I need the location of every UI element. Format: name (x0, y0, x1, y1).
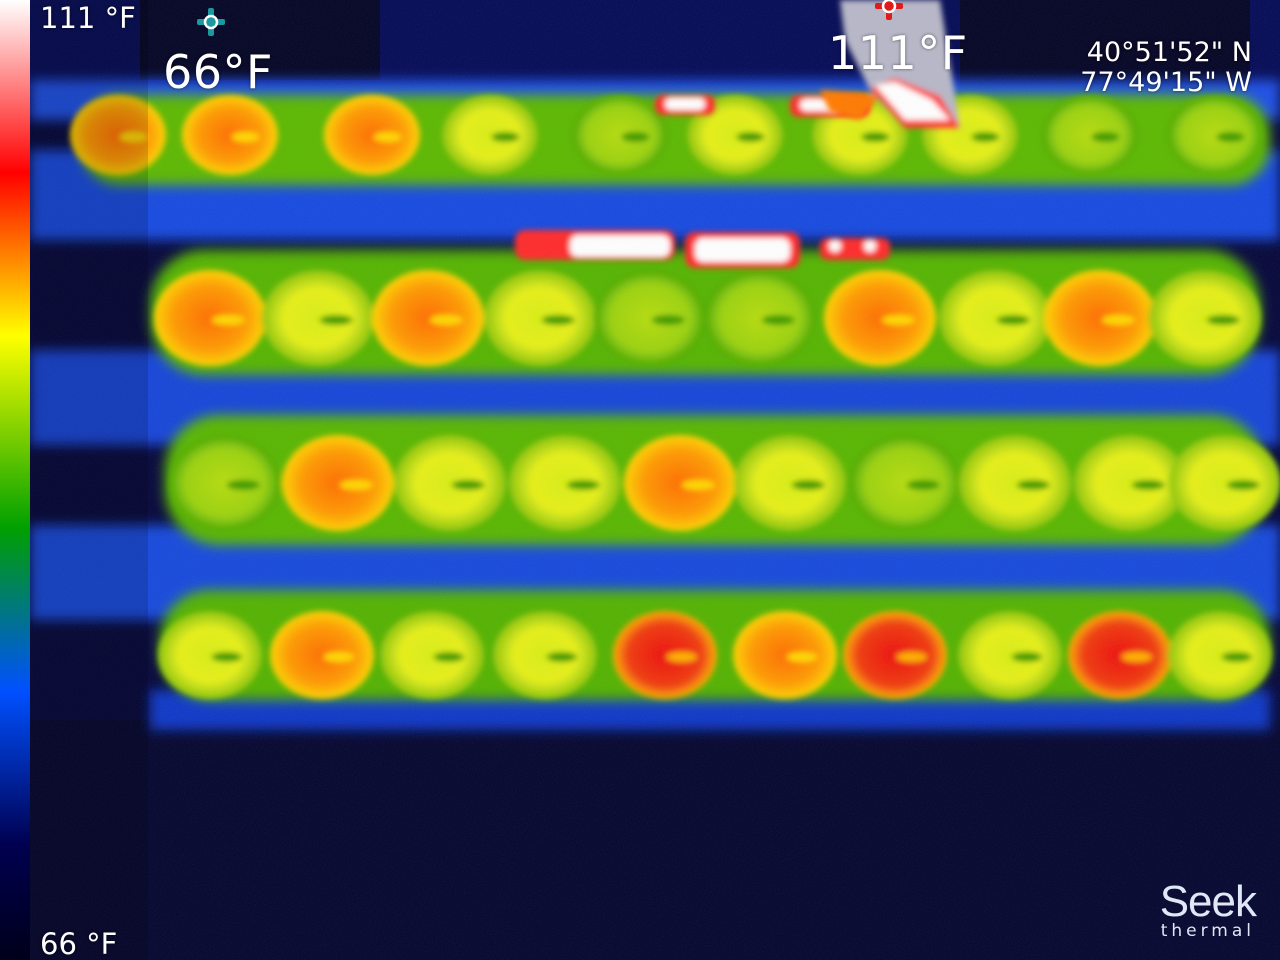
crosshair-icon (197, 8, 225, 36)
gps-longitude: 77°49'15" W (1080, 67, 1252, 98)
brand-subtitle: thermal (1160, 921, 1255, 941)
gps-coordinates: 40°51'52" N 77°49'15" W (1080, 38, 1252, 98)
gps-latitude: 40°51'52" N (1086, 37, 1252, 68)
brand-name: Seek (1159, 877, 1257, 926)
hot-spot-readout: 111°F (828, 26, 968, 80)
brand-logo: Seek thermal (1159, 877, 1257, 941)
scale-min-label: 66 °F (40, 927, 118, 960)
scale-max-label: 111 °F (40, 1, 136, 35)
crosshair-icon (875, 0, 903, 20)
cold-spot-readout: 66°F (163, 45, 273, 99)
temperature-color-scale (0, 0, 30, 960)
